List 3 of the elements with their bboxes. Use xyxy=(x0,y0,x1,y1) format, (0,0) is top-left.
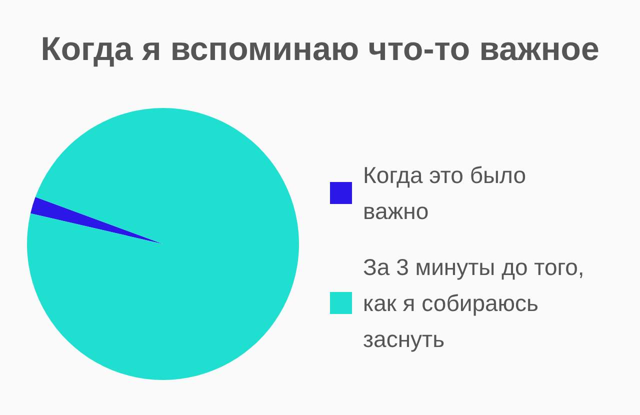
legend-label: За 3 минуты до того, как я собираюсь заснуть xyxy=(363,254,584,352)
legend-label: Когда это было важно xyxy=(363,162,526,224)
chart-title: Когда я вспоминаю что-то важное xyxy=(40,30,600,67)
